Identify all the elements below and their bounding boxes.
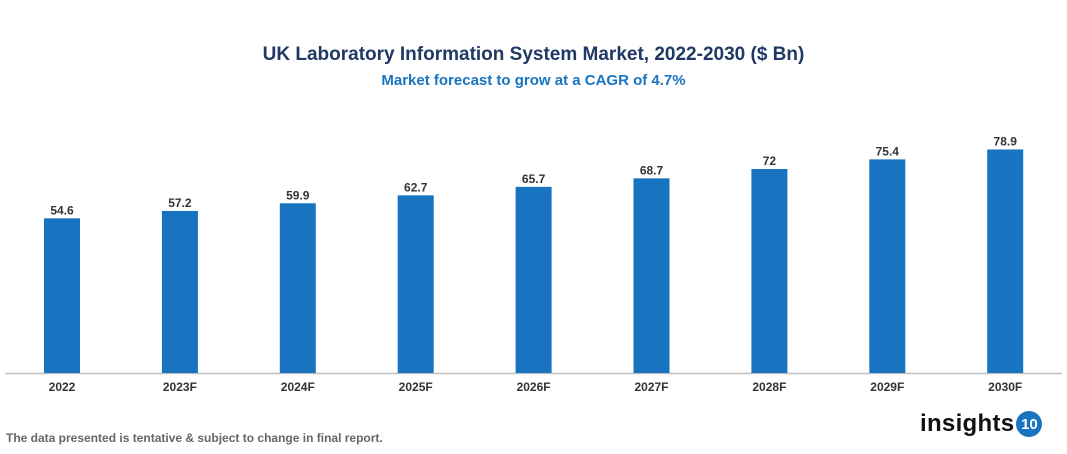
bar-2028F: [751, 169, 788, 373]
x-tick-label: 2025F: [399, 380, 433, 394]
data-label: 68.7: [640, 163, 664, 177]
chart-subtitle: Market forecast to grow at a CAGR of 4.7…: [381, 72, 686, 89]
x-tick-label: 2028F: [752, 380, 786, 394]
data-label: 59.9: [286, 188, 310, 202]
bar-2027F: [633, 178, 670, 373]
bar-chart: 54.6 2022 57.2 2023F 59.9 2024F 62.7 2025F 65.7 2…: [5, 134, 1062, 394]
data-label: 72: [763, 154, 777, 168]
x-tick-label: 2029F: [870, 380, 904, 394]
x-tick-label: 2023F: [163, 380, 197, 394]
bar-2030F: [987, 149, 1024, 373]
data-label: 62.7: [404, 180, 428, 194]
chart-title: UK Laboratory Information System Market,…: [262, 44, 805, 65]
bar-2022: [44, 218, 80, 373]
disclaimer-note: The data presented is tentative & subjec…: [6, 431, 383, 445]
insights10-logo: insights 10: [920, 410, 1043, 438]
bar-2025F: [397, 195, 434, 373]
bar-2026F: [515, 186, 552, 373]
x-tick-label: 2022: [49, 380, 76, 394]
data-label: 65.7: [522, 172, 546, 186]
x-tick-label: 2024F: [281, 380, 315, 394]
bar-2024F: [279, 203, 316, 373]
data-label: 75.4: [876, 144, 900, 158]
data-label: 57.2: [168, 196, 192, 210]
x-tick-label: 2027F: [634, 380, 668, 394]
x-tick-label: 2030F: [988, 380, 1022, 394]
bar-2023F: [161, 210, 198, 373]
bar-2029F: [869, 159, 906, 373]
data-label: 54.6: [50, 203, 74, 217]
data-label: 78.9: [994, 134, 1018, 148]
logo-badge: 10: [1016, 411, 1043, 437]
logo-text: insights: [920, 410, 1015, 437]
x-tick-label: 2026F: [517, 380, 551, 394]
